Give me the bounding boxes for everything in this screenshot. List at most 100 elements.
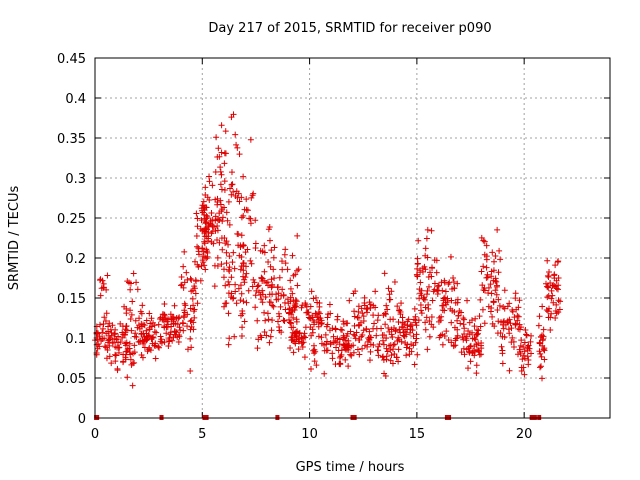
data-point — [351, 308, 358, 315]
data-point — [287, 277, 294, 284]
data-point — [538, 363, 545, 370]
data-point — [356, 321, 363, 328]
data-point — [525, 356, 532, 363]
data-point — [284, 266, 291, 273]
data-point — [290, 314, 297, 321]
data-point — [412, 339, 419, 346]
data-point — [523, 331, 530, 338]
data-point — [475, 340, 482, 347]
data-point — [223, 300, 230, 307]
data-point — [187, 305, 194, 312]
data-point — [465, 328, 472, 335]
data-point — [299, 344, 306, 351]
data-point — [410, 316, 417, 323]
data-point — [108, 329, 115, 336]
data-point — [552, 314, 559, 321]
data-point — [421, 296, 428, 303]
data-point — [381, 370, 388, 377]
data-point — [479, 306, 486, 313]
data-point — [355, 303, 362, 310]
data-point — [476, 351, 483, 358]
data-point — [423, 291, 430, 298]
data-point — [263, 332, 270, 339]
data-point — [308, 332, 315, 339]
data-point — [237, 282, 244, 289]
data-point — [336, 354, 343, 361]
data-point — [476, 313, 483, 320]
data-point — [230, 249, 237, 256]
data-point — [404, 341, 411, 348]
data-point — [545, 308, 552, 315]
data-point — [262, 294, 269, 301]
data-point — [220, 274, 227, 281]
data-point — [286, 316, 293, 323]
data-point — [477, 323, 484, 330]
data-point — [450, 279, 457, 286]
data-point — [398, 300, 405, 307]
data-point — [268, 284, 275, 291]
data-point — [391, 279, 398, 286]
data-point — [223, 209, 230, 216]
data-point — [473, 326, 480, 333]
data-point — [99, 329, 106, 336]
data-point — [440, 302, 447, 309]
data-point — [538, 353, 545, 360]
data-point — [318, 319, 325, 326]
data-point — [106, 320, 113, 327]
data-point — [399, 314, 406, 321]
data-point — [211, 262, 218, 269]
data-point — [210, 223, 217, 230]
data-point — [443, 328, 450, 335]
data-point — [522, 326, 529, 333]
data-point — [516, 326, 523, 333]
data-point — [241, 318, 248, 325]
data-point — [483, 264, 490, 271]
data-point — [428, 321, 435, 328]
data-point — [275, 296, 282, 303]
data-point — [523, 332, 530, 339]
data-point — [264, 279, 271, 286]
data-point — [516, 297, 523, 304]
data-point — [414, 351, 421, 358]
data-point — [498, 343, 505, 350]
data-point — [403, 344, 410, 351]
data-point — [188, 344, 195, 351]
data-point — [175, 339, 182, 346]
data-point — [106, 336, 113, 343]
data-point — [278, 292, 285, 299]
data-point — [166, 338, 173, 345]
data-point — [239, 324, 246, 331]
data-point — [455, 312, 462, 319]
data-point — [209, 182, 216, 189]
data-point — [202, 204, 209, 211]
data-point — [316, 310, 323, 317]
data-point — [515, 304, 522, 311]
data-point — [145, 346, 152, 353]
data-point — [327, 341, 334, 348]
data-point — [259, 248, 266, 255]
data-point — [109, 340, 116, 347]
data-point — [525, 342, 532, 349]
data-point — [286, 306, 293, 313]
data-point — [150, 319, 157, 326]
data-point — [363, 306, 370, 313]
data-point — [230, 294, 237, 301]
data-point — [246, 215, 253, 222]
data-point — [370, 312, 377, 319]
data-point — [554, 259, 561, 266]
data-point — [471, 323, 478, 330]
data-point — [187, 368, 194, 374]
data-point — [541, 347, 548, 354]
data-point — [495, 318, 502, 325]
data-point — [537, 334, 544, 341]
data-point — [452, 335, 459, 342]
data-point — [221, 150, 228, 157]
data-point — [152, 342, 159, 349]
data-point — [481, 320, 488, 327]
data-point — [261, 277, 268, 284]
data-point — [472, 336, 479, 343]
data-point — [293, 334, 300, 341]
data-point — [165, 343, 172, 350]
data-point — [208, 209, 215, 216]
data-point — [317, 315, 324, 322]
